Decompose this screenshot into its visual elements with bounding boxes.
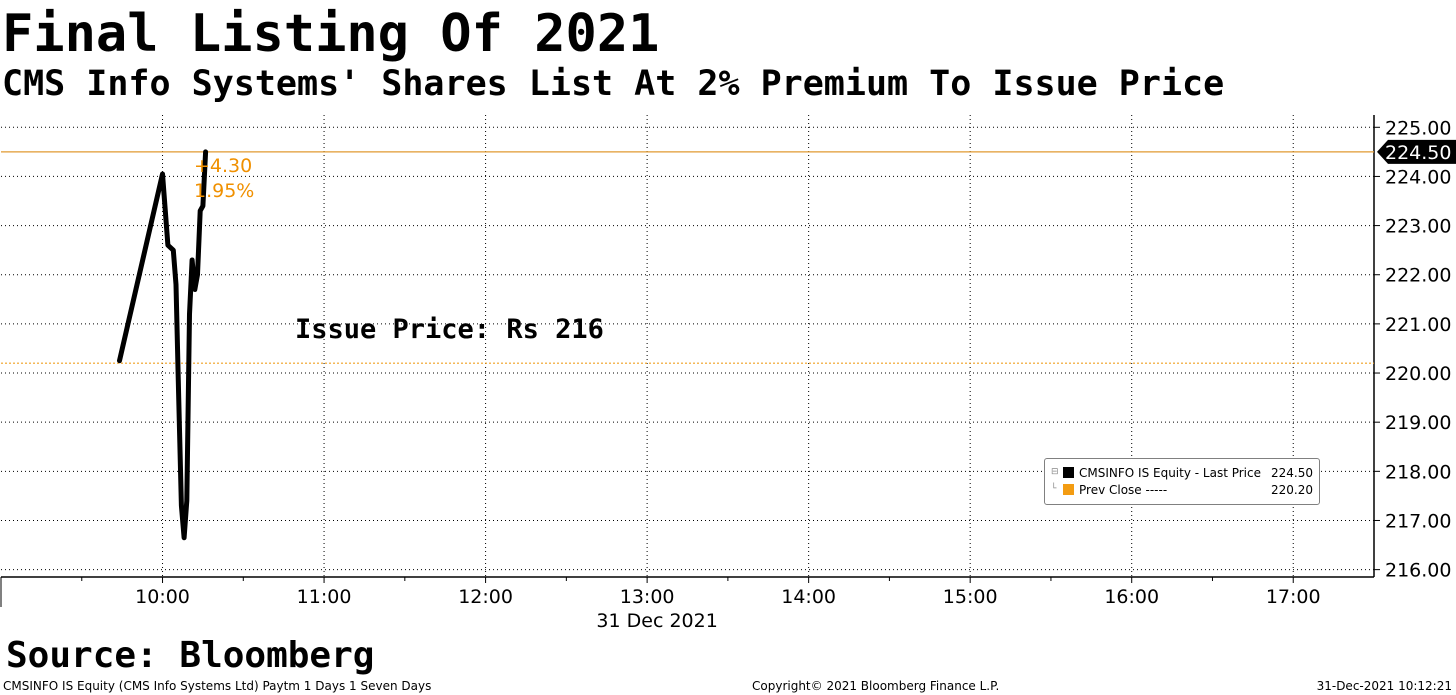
price-series-line <box>117 149 209 541</box>
x-tick-label: 15:00 <box>943 586 998 608</box>
last-price-tag <box>1377 139 1456 164</box>
chart-title: Final Listing Of 2021 <box>2 4 660 64</box>
x-tick-label: 17:00 <box>1266 586 1321 608</box>
y-tick-label: 216.00 <box>1385 560 1451 582</box>
y-tick-label: 223.00 <box>1385 216 1451 238</box>
chart-subtitle: CMS Info Systems' Shares List At 2% Prem… <box>2 64 1225 104</box>
x-tick-label: 13:00 <box>620 586 675 608</box>
y-tick-label: 222.00 <box>1385 265 1451 287</box>
series <box>117 149 209 541</box>
tree-collapse-icon: ⊟ <box>1051 467 1059 477</box>
last-price-tag-label: 224.50 <box>1385 142 1451 164</box>
y-tick-label: 217.00 <box>1385 510 1451 532</box>
chart-labels: 224.50 +4.30 1.95% Issue Price: Rs 216 <box>194 139 1456 345</box>
legend-entry-last-price: ⊟ CMSINFO IS Equity - Last Price 224.50 <box>1051 465 1313 481</box>
legend-value: 224.50 <box>1271 466 1313 480</box>
y-tick-label: 221.00 <box>1385 314 1451 336</box>
x-tick-label: 14:00 <box>781 586 836 608</box>
chart-legend: ⊟ CMSINFO IS Equity - Last Price 224.50 … <box>1044 458 1320 505</box>
legend-value: 220.20 <box>1271 483 1313 497</box>
x-tick-label: 12:00 <box>458 586 513 608</box>
y-tick-label: 218.00 <box>1385 461 1451 483</box>
change-percent-label: 1.95% <box>194 180 254 202</box>
y-tick-label: 224.00 <box>1385 166 1451 188</box>
x-tick-label: 11:00 <box>297 586 352 608</box>
y-tick-label: 220.00 <box>1385 363 1451 385</box>
legend-swatch-last-price <box>1063 467 1074 478</box>
x-axis-date-label: 31 Dec 2021 <box>596 610 717 632</box>
x-tick-label: 16:00 <box>1104 586 1159 608</box>
footer-timestamp: 31-Dec-2021 10:12:21 <box>1316 679 1452 693</box>
legend-entry-prev-close: └ Prev Close ----- 220.20 <box>1051 482 1313 498</box>
legend-label: Prev Close ----- <box>1079 483 1168 497</box>
price-chart: 225.00 224.00 223.00 222.00 221.00 220.00 219.… <box>0 115 1456 632</box>
reference-lines <box>1 151 1374 364</box>
axes: 225.00 224.00 223.00 222.00 221.00 220.00 219.… <box>0 115 1451 632</box>
footer-copyright: Copyright© 2021 Bloomberg Finance L.P. <box>752 679 1000 693</box>
y-tick-label: 225.00 <box>1385 117 1451 139</box>
change-absolute-label: +4.30 <box>194 155 252 177</box>
tree-branch-icon: └ <box>1051 484 1057 494</box>
y-tick-label: 219.00 <box>1385 412 1451 434</box>
legend-label: CMSINFO IS Equity - Last Price <box>1079 466 1261 480</box>
legend-swatch-prev-close <box>1063 484 1074 495</box>
issue-price-annotation: Issue Price: Rs 216 <box>295 314 604 345</box>
source-label: Source: Bloomberg <box>6 635 375 676</box>
x-tick-label: 10:00 <box>135 586 190 608</box>
footer-security-description: CMSINFO IS Equity (CMS Info Systems Ltd)… <box>3 679 432 693</box>
